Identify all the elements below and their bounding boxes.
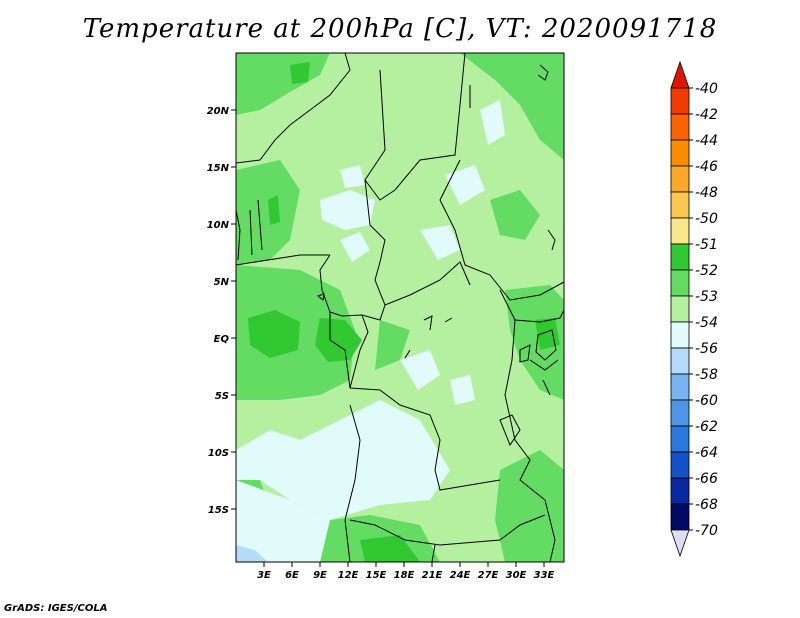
- colorbar-bottom-triangle: [670, 529, 690, 558]
- colorbar-segment: [670, 477, 690, 505]
- colorbar-label: -42: [695, 107, 718, 123]
- lat-label-eq: EQ: [214, 334, 230, 345]
- latitude-axis: 20N 15N 10N 5N EQ 5S 10S 15S: [207, 106, 236, 516]
- colorbar-label: -40: [695, 81, 718, 97]
- colorbar-label: -60: [695, 393, 718, 409]
- colorbar-label: -58: [695, 367, 718, 383]
- lat-label-10n: 10N: [207, 220, 230, 231]
- colorbar-segment: [670, 425, 690, 453]
- colorbar-label: -64: [695, 445, 718, 461]
- lon-label-3e: 3E: [257, 570, 271, 581]
- colorbar-label: -51: [695, 237, 718, 253]
- lat-label-5n: 5N: [214, 277, 230, 288]
- lat-label-15n: 15N: [207, 163, 230, 174]
- temperature-map: [236, 53, 564, 562]
- colorbar-segment: [670, 321, 690, 349]
- colorbar-segment: [670, 269, 690, 297]
- colorbar-segment: [670, 243, 690, 271]
- colorbar-segment: [670, 399, 690, 427]
- colorbar-label: -70: [695, 523, 718, 539]
- colorbar-segment: [670, 373, 690, 401]
- colorbar-label: -48: [695, 185, 718, 201]
- lat-label-20n: 20N: [207, 106, 230, 117]
- colorbar-label: -50: [695, 211, 718, 227]
- colorbar-segment: [670, 347, 690, 375]
- colorbar-segment: [670, 295, 690, 323]
- lon-label-6e: 6E: [285, 570, 299, 581]
- lon-label-30e: 30E: [506, 570, 527, 581]
- colorbar-label: -53: [695, 289, 718, 305]
- colorbar-label: -66: [695, 471, 718, 487]
- colorbar-label: -68: [695, 497, 718, 513]
- colorbar-segment: [670, 113, 690, 141]
- colorbar-label: -52: [695, 263, 718, 279]
- lat-label-5s: 5S: [215, 391, 229, 402]
- lon-label-9e: 9E: [313, 570, 327, 581]
- credit-text: GrADS: IGES/COLA: [4, 603, 108, 614]
- longitude-axis: 3E 6E 9E 12E 15E 18E 21E 24E 27E 30E 33E: [257, 562, 555, 581]
- colorbar-segment: [670, 191, 690, 219]
- lon-label-18e: 18E: [394, 570, 415, 581]
- map-frame: [235, 52, 565, 563]
- colorbar-segment: [670, 139, 690, 167]
- colorbar-segment: [670, 451, 690, 479]
- lon-label-12e: 12E: [338, 570, 359, 581]
- lon-label-21e: 21E: [422, 570, 443, 581]
- colorbar-segment: [670, 165, 690, 193]
- lon-label-27e: 27E: [478, 570, 499, 581]
- colorbar-label: -54: [695, 315, 718, 331]
- colorbar-segment: [670, 87, 690, 115]
- lon-label-33e: 33E: [534, 570, 555, 581]
- map-title: Temperature at 200hPa [C], VT: 202009171…: [82, 14, 718, 44]
- colorbar-label: -44: [695, 133, 718, 149]
- colorbar-label: -46: [695, 159, 718, 175]
- lon-label-24e: 24E: [450, 570, 471, 581]
- lat-label-15s: 15S: [208, 505, 229, 516]
- lat-label-10s: 10S: [208, 448, 229, 459]
- colorbar-label: -56: [695, 341, 718, 357]
- colorbar-top-triangle: [670, 60, 690, 89]
- colorbar: -40 -42 -44 -46 -48 -50 -51 -52 -53 -54 -56 -58 -60 -…: [670, 60, 718, 558]
- colorbar-label: -62: [695, 419, 718, 435]
- lon-label-15e: 15E: [366, 570, 387, 581]
- colorbar-segment: [670, 503, 690, 531]
- colorbar-segment: [670, 217, 690, 245]
